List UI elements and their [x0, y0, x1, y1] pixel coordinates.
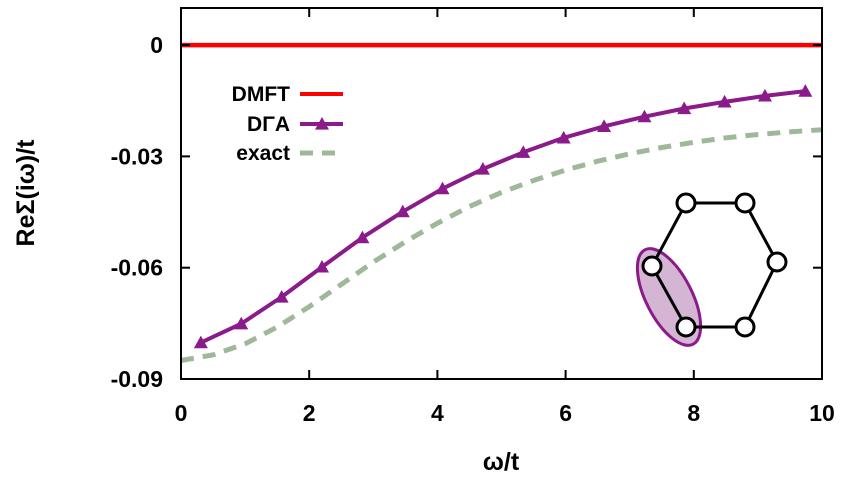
lattice-site	[641, 255, 663, 277]
series-point	[677, 101, 692, 115]
series-point	[516, 145, 531, 158]
series-point	[597, 119, 612, 132]
y-tick-label: -0.06	[111, 255, 163, 281]
series-line-1	[200, 89, 806, 345]
series-point	[435, 181, 450, 195]
series-point	[757, 88, 772, 102]
series-point	[798, 84, 813, 97]
lattice-site	[734, 192, 756, 214]
x-tick-label: 8	[687, 400, 700, 426]
series-layer	[180, 42, 823, 363]
series-point	[475, 162, 490, 175]
x-tick-label: 4	[431, 400, 444, 426]
x-tick-label: 2	[303, 400, 316, 426]
series-point	[556, 130, 571, 144]
x-axis-title: ω/t	[483, 448, 520, 476]
series-point	[637, 109, 652, 123]
series-line-2	[180, 127, 823, 363]
x-tick-label: 0	[175, 400, 188, 426]
y-axis: 0 -0.03 -0.06 -0.09	[111, 32, 822, 392]
y-tick-label: 0	[150, 32, 163, 58]
series-point	[355, 230, 370, 244]
legend-label: exact	[236, 142, 290, 165]
lattice-site	[734, 316, 756, 338]
y-tick-label: -0.03	[111, 143, 163, 169]
lattice-site	[675, 192, 697, 214]
plot-frame	[180, 7, 823, 380]
legend-label: DΓA	[247, 113, 290, 136]
lattice-site	[675, 316, 697, 338]
legend-label: DMFT	[232, 83, 290, 106]
hexagon-inset	[635, 192, 788, 347]
x-tick-label: 10	[809, 400, 835, 426]
x-axis: 0 2 4 6 8 10	[175, 8, 835, 426]
y-tick-label: -0.09	[111, 366, 163, 392]
series-point	[274, 290, 289, 303]
series-point	[395, 204, 410, 218]
legend: DMFT DΓA exact	[232, 83, 343, 165]
lattice-site	[766, 251, 788, 273]
x-tick-label: 6	[559, 400, 572, 426]
series-point	[315, 259, 330, 273]
series-point	[234, 316, 249, 330]
series-point	[193, 335, 208, 349]
legend-marker	[315, 117, 329, 130]
y-axis-title: ReΣ(iω)/t	[12, 139, 40, 247]
series-point	[717, 94, 732, 108]
